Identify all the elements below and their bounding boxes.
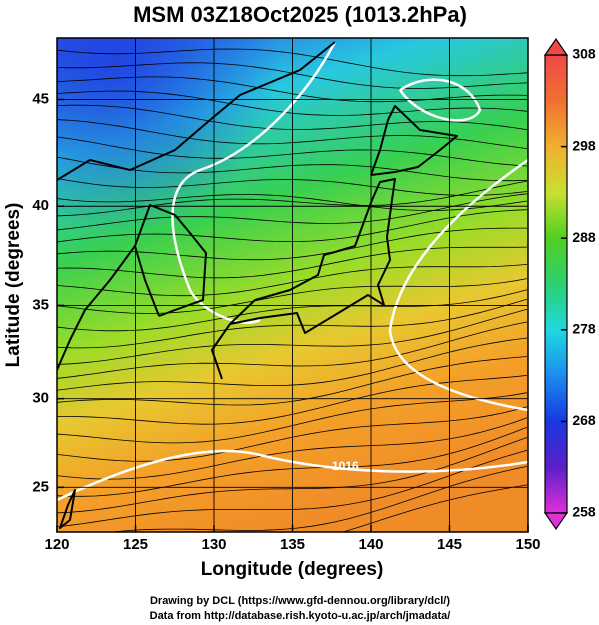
streamline bbox=[57, 180, 528, 217]
streamline bbox=[57, 417, 528, 480]
streamline bbox=[57, 437, 528, 514]
coastline-continent bbox=[57, 41, 336, 181]
isobar bbox=[57, 449, 528, 502]
streamline bbox=[57, 406, 528, 462]
streamline bbox=[57, 62, 528, 89]
y-tick-label: 35 bbox=[32, 296, 49, 313]
colorbar-tick-label: 298 bbox=[572, 137, 596, 153]
colorbar-extension bbox=[543, 512, 569, 531]
streamline bbox=[57, 449, 528, 528]
streamline bbox=[57, 76, 528, 103]
colorbar-extension bbox=[543, 37, 569, 56]
streamline bbox=[57, 104, 528, 131]
streamline bbox=[341, 484, 528, 532]
coastline-taiwan bbox=[59, 489, 76, 529]
streamline bbox=[57, 375, 528, 425]
coastline-honshu bbox=[211, 178, 396, 380]
streamline bbox=[57, 136, 528, 167]
streamline bbox=[57, 90, 528, 116]
streamline bbox=[57, 178, 528, 196]
streamline bbox=[57, 209, 528, 243]
x-tick-label: 125 bbox=[123, 536, 148, 553]
colorbar-tick-label: 278 bbox=[572, 321, 596, 337]
streamline bbox=[57, 194, 528, 211]
streamline bbox=[57, 289, 528, 332]
streamline bbox=[57, 246, 528, 279]
y-tick-label: 40 bbox=[32, 197, 49, 214]
y-tick-label: 25 bbox=[32, 478, 49, 495]
colorbar-tick-label: 258 bbox=[572, 504, 596, 520]
isobar bbox=[388, 158, 528, 412]
x-axis-label: Longitude (degrees) bbox=[201, 559, 384, 580]
streamline bbox=[57, 308, 528, 365]
colorbar-tick-label: 268 bbox=[572, 412, 596, 428]
y-tick-label: 45 bbox=[32, 90, 49, 107]
x-tick-label: 150 bbox=[515, 536, 540, 553]
streamlines bbox=[57, 48, 528, 532]
streamline bbox=[57, 426, 528, 497]
x-tick-label: 145 bbox=[437, 536, 462, 553]
x-tick-label: 135 bbox=[280, 536, 305, 553]
streamline bbox=[57, 278, 528, 314]
streamline bbox=[57, 298, 528, 349]
streamline bbox=[57, 227, 527, 261]
streamline bbox=[57, 119, 528, 149]
isobar bbox=[398, 78, 482, 122]
colorbar-tick-label: 308 bbox=[572, 46, 596, 62]
streamline bbox=[57, 264, 528, 297]
streamline bbox=[57, 321, 528, 379]
x-tick-label: 130 bbox=[201, 536, 226, 553]
streamline bbox=[57, 337, 528, 391]
colorbar-tick-label: 288 bbox=[572, 229, 596, 245]
x-tick-label: 140 bbox=[358, 536, 383, 553]
y-tick-label: 30 bbox=[32, 390, 49, 407]
coastline-china bbox=[57, 245, 136, 371]
y-axis-label: Latitude (degrees) bbox=[3, 203, 24, 368]
contour-label: 1016 bbox=[332, 459, 359, 473]
streamline bbox=[57, 48, 528, 77]
chart-title: MSM 03Z18Oct2025 (1013.2hPa) bbox=[133, 2, 467, 27]
credit: Drawing by DCL (https://www.gfd-dennou.o… bbox=[150, 595, 450, 607]
coastline-hokkaido bbox=[370, 105, 458, 176]
credit: Data from http://database.rish.kyoto-u.a… bbox=[150, 610, 451, 622]
isobar bbox=[171, 41, 337, 324]
isobars bbox=[57, 41, 528, 502]
colorbar bbox=[544, 54, 568, 514]
streamline bbox=[57, 356, 528, 406]
x-tick-label: 120 bbox=[44, 536, 69, 553]
streamline bbox=[57, 193, 528, 231]
streamline bbox=[57, 392, 528, 444]
